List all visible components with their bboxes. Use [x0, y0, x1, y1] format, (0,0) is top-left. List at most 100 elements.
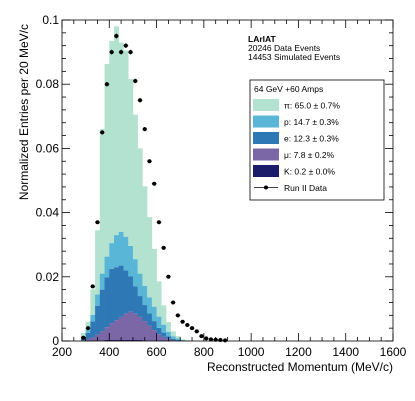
bar-segment — [175, 338, 181, 341]
bar-segment — [109, 40, 115, 244]
data-point — [99, 130, 105, 135]
legend-item: e: 12.3 ± 0.3% — [253, 132, 339, 144]
bar-segment — [142, 305, 148, 322]
data-point — [208, 337, 214, 342]
x-tick-label: 400 — [99, 345, 119, 359]
x-tick-label: 200 — [52, 345, 72, 359]
bar-segment — [90, 337, 96, 341]
bar-segment — [156, 327, 162, 335]
legend-swatch — [253, 165, 279, 177]
legend-label: K: 0.2 ± 0.0% — [284, 167, 335, 177]
bar-segment — [170, 338, 176, 341]
bar-segment — [118, 42, 124, 232]
bar-segment — [137, 340, 143, 341]
bar-segment — [132, 286, 138, 314]
bar-segment — [147, 313, 153, 326]
data-point — [85, 326, 91, 331]
x-tick-label: 600 — [147, 345, 167, 359]
bar-segment — [137, 316, 143, 341]
data-point — [180, 319, 185, 324]
data-point — [170, 300, 176, 305]
y-axis-label: Normalized Entries per 20 MeV/c — [17, 24, 31, 200]
annotation-title: LArIAT — [248, 34, 277, 44]
bar-segment — [114, 235, 120, 268]
data-point — [128, 49, 133, 55]
bar-segment — [85, 321, 91, 330]
bar-segment — [175, 336, 181, 339]
data-point — [184, 322, 190, 327]
data-point — [156, 220, 162, 225]
data-point — [194, 329, 200, 334]
tick-labels: 200 400 600 800 1000 1200 1400 1600 0 0.02 0.04 0.0… — [36, 13, 407, 359]
legend-swatch — [253, 132, 279, 144]
legend-label: Run II Data — [284, 183, 327, 193]
bar-segment — [142, 321, 148, 341]
bar-segment — [123, 340, 129, 341]
data-point — [104, 81, 110, 87]
bar-segment — [104, 327, 110, 341]
legend-swatch — [253, 148, 279, 161]
y-tick-label: 0.1 — [42, 13, 59, 27]
data-point — [175, 313, 181, 318]
data-point — [199, 334, 204, 339]
bar-segment — [109, 243, 115, 269]
data-point — [137, 98, 143, 103]
bar-segment — [151, 330, 157, 341]
data-point — [118, 49, 124, 55]
bar-segment — [104, 63, 110, 257]
legend-item: p: 14.7 ± 0.3% — [253, 115, 339, 128]
bar-segment — [99, 129, 105, 274]
bar-segment — [90, 289, 96, 315]
bar-segment — [151, 321, 157, 331]
bar-segment — [128, 276, 134, 312]
y-tick-label: 0.02 — [36, 270, 60, 284]
bar-segment — [128, 245, 134, 277]
legend: 64 GeV +60 Amps π: 65.0 ± 0.7% p: 14.7 ± … — [249, 79, 385, 201]
bar-segment — [137, 273, 143, 297]
annotation-sim-events: 14453 Simulated Events — [248, 52, 340, 62]
legend-title: 64 GeV +60 Amps — [254, 84, 323, 94]
bar-segment — [132, 259, 138, 287]
bar-segment — [147, 325, 153, 341]
legend-label: μ: 7.8 ± 0.2% — [284, 150, 335, 160]
bar-segment — [85, 339, 91, 341]
x-tick-label: 800 — [194, 345, 214, 359]
bar-segment — [123, 50, 129, 237]
bar-segment — [161, 324, 167, 333]
legend-swatch — [253, 115, 279, 128]
data-point — [132, 78, 138, 84]
bar-segment — [151, 248, 157, 307]
bar-segment — [99, 289, 105, 332]
bar-segment — [128, 79, 134, 246]
bar-segment — [104, 277, 110, 328]
y-tick-label: 0.08 — [36, 77, 60, 91]
bar-segment — [147, 297, 153, 314]
bar-segment — [109, 323, 115, 341]
bar-segment — [156, 281, 162, 317]
x-tick-label: 1000 — [238, 345, 265, 359]
bar-segment — [166, 322, 172, 332]
bar-segment — [104, 340, 110, 341]
bar-segment — [128, 340, 134, 341]
legend-label: π: 65.0 ± 0.7% — [284, 101, 340, 111]
data-point — [114, 33, 119, 39]
data-point — [95, 220, 100, 225]
y-tick-label: 0 — [52, 334, 59, 348]
bar-segment — [147, 217, 153, 298]
annotation-data-events: 20246 Data Events — [248, 43, 320, 53]
bar-segment — [85, 332, 91, 340]
bar-segment — [123, 313, 129, 341]
bar-segment — [114, 320, 120, 341]
data-point — [166, 274, 171, 279]
bar-segment — [123, 270, 129, 314]
bar-segment — [132, 313, 138, 341]
bar-segment — [109, 340, 115, 341]
data-point — [142, 127, 148, 132]
legend-item: π: 65.0 ± 0.7% — [253, 99, 340, 111]
legend-item: Run II Data — [254, 183, 327, 193]
bar-segment — [95, 305, 101, 335]
bar-segment — [170, 336, 176, 339]
bar-segment — [137, 296, 143, 317]
stacked-bars — [80, 26, 190, 341]
